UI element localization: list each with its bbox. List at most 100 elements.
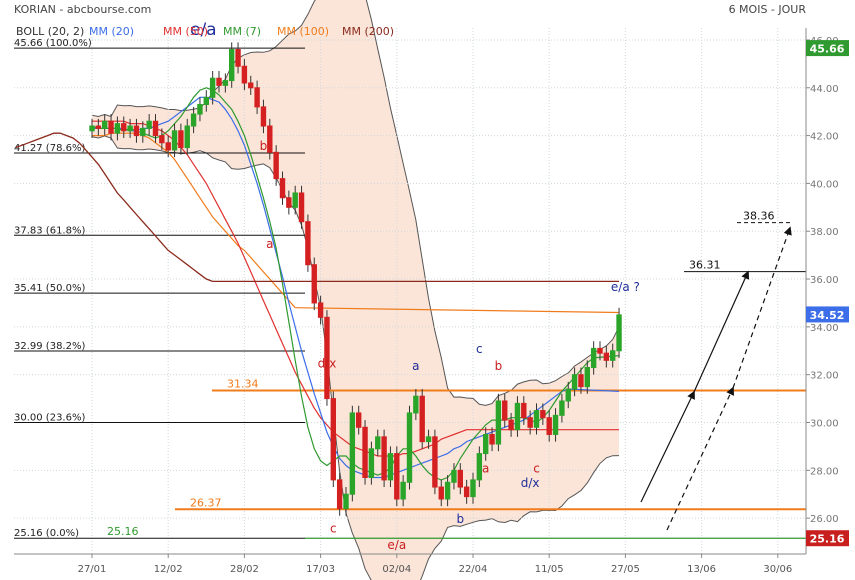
wave-label: b	[495, 359, 503, 373]
price-tag-label: 34.52	[810, 309, 845, 322]
candle-body	[133, 125, 140, 137]
candle-body	[267, 125, 273, 153]
wave-label: d/x	[521, 476, 540, 490]
y-tick-label: 30.00	[810, 419, 839, 430]
candle-body	[229, 49, 235, 82]
candlesticks	[89, 42, 622, 516]
fib-level-label: 30.00 (23.6%)	[14, 413, 85, 424]
candle-body	[565, 388, 571, 402]
candle-body	[508, 419, 514, 431]
wave-label: b	[260, 139, 268, 153]
bollinger-upper-band	[91, 0, 620, 406]
y-tick-label: 42.00	[810, 132, 839, 143]
chart-period-label: 6 MOIS - JOUR	[729, 3, 807, 16]
candle-body	[121, 123, 127, 132]
candle-body	[375, 436, 381, 450]
candle-body	[425, 436, 432, 443]
fib-level-label: 45.66 (100.0%)	[14, 38, 92, 49]
candle-body	[184, 125, 190, 149]
candle-body	[463, 486, 470, 498]
candle-body	[209, 77, 216, 98]
candle-body	[470, 479, 476, 498]
candle-body	[114, 123, 121, 134]
legend-entry: MM (7)	[223, 25, 261, 38]
arrow-dashed-2	[732, 226, 792, 389]
candle-body	[616, 314, 622, 352]
candle-body	[254, 87, 260, 108]
candle-body	[476, 453, 483, 481]
x-tick-label: 28/02	[230, 564, 259, 575]
chart-wave-tag: e/a	[190, 20, 217, 40]
candle-body	[311, 264, 317, 304]
x-tick-label: 12/02	[154, 564, 183, 575]
candle-body	[413, 395, 419, 414]
candle-body	[533, 410, 540, 428]
ma7-line	[91, 87, 594, 481]
price-tag-box	[806, 306, 849, 323]
wave-label: e/a ?	[611, 280, 640, 294]
candle-body	[527, 417, 533, 428]
bollinger-band-fill	[92, 0, 619, 580]
horizontal-levels: 45.66 (100.0%) 41.27 (78.6%) 37.83 (61.8%)…	[14, 38, 806, 539]
fib-level-label: 32.99 (38.2%)	[14, 341, 85, 352]
candle-body	[590, 347, 597, 369]
candle-body	[444, 481, 451, 500]
candle-body	[248, 82, 254, 89]
candle-body	[279, 178, 286, 199]
candle-body	[152, 120, 159, 137]
candle-body	[406, 412, 413, 483]
candle-body	[438, 486, 444, 500]
wave-label: a	[482, 462, 489, 476]
x-tick-label: 22/04	[459, 564, 488, 575]
candle-body	[432, 436, 438, 488]
candle-body	[108, 120, 114, 134]
candle-body	[457, 469, 464, 488]
fib-level-label: 41.27 (78.6%)	[14, 143, 85, 154]
wave-label: a	[412, 359, 419, 373]
chart-header: KORIAN - abcbourse.com 6 MOIS - JOUR e/a…	[14, 3, 806, 40]
fib-level-label: 25.16 (0.0%)	[14, 528, 79, 539]
wave-label: b	[456, 512, 464, 526]
candle-body	[273, 151, 279, 180]
candle-body	[387, 453, 394, 481]
candle-body	[127, 125, 133, 132]
y-tick-label: 36.00	[810, 275, 839, 286]
legend-entry: MM (50)	[163, 25, 208, 38]
ma20-line	[92, 96, 569, 479]
target-label-dashed: 38.36	[743, 210, 775, 223]
candle-body	[336, 479, 343, 510]
bollinger-bands	[91, 0, 620, 580]
support-line-label: 31.34	[227, 377, 259, 390]
x-tick-label: 17/03	[306, 564, 335, 575]
candle-body	[546, 417, 552, 435]
candle-body	[140, 127, 146, 137]
candle-body	[578, 374, 584, 388]
candle-body	[159, 135, 165, 144]
candle-body	[502, 400, 508, 421]
ma100-tail	[295, 307, 620, 314]
candle-body	[356, 412, 362, 428]
candle-body	[552, 414, 559, 435]
moving-averages	[15, 87, 620, 481]
arrow-solid-2	[693, 270, 750, 393]
legend-entry: MM (200)	[342, 25, 394, 38]
wave-label: c	[533, 462, 540, 476]
x-tick-label: 02/04	[382, 564, 411, 575]
candle-body	[178, 130, 184, 149]
candle-body	[95, 125, 102, 129]
candle-body	[317, 302, 324, 318]
candle-body	[305, 221, 311, 266]
legend-entry: MM (100)	[277, 25, 329, 38]
chart-symbol-title: KORIAN - abcbourse.com	[14, 3, 151, 16]
candle-body	[89, 125, 95, 132]
candle-body	[286, 197, 292, 208]
x-tick-label: 27/05	[611, 564, 640, 575]
candle-body	[489, 433, 495, 445]
candle-body	[419, 395, 425, 443]
candle-body	[495, 400, 502, 445]
y-tick-label: 44.00	[810, 84, 839, 95]
wave-label: c	[330, 521, 337, 535]
candle-body	[222, 80, 229, 86]
candle-body	[400, 481, 406, 500]
